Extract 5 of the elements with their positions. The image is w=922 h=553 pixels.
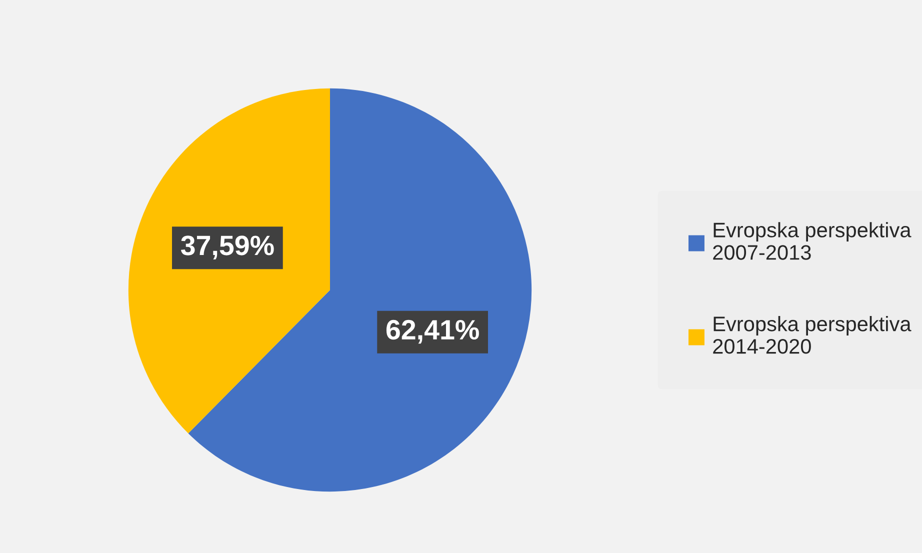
data-label: 62,41% [386,320,479,344]
pie-slice [128,88,330,434]
legend-label: Evropska perspektiva 2014-2020 [713,316,912,354]
data-label: 37,59% [180,236,274,260]
legend-label: Evropska perspektiva 2007-2013 [713,222,912,260]
